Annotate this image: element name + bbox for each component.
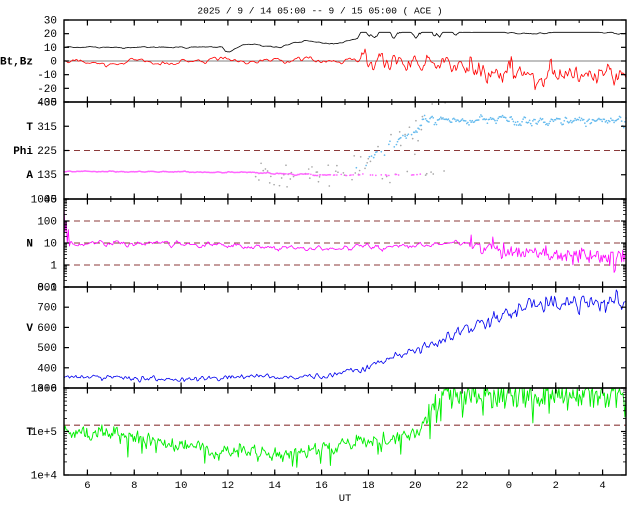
svg-text:18: 18 <box>362 480 375 492</box>
svg-text:1: 1 <box>50 261 57 273</box>
svg-text:500: 500 <box>37 343 57 355</box>
svg-text:UT: UT <box>339 493 352 505</box>
svg-text:A: A <box>26 170 33 182</box>
svg-text:135: 135 <box>37 170 57 182</box>
svg-text:1000: 1000 <box>31 195 57 207</box>
svg-text:10: 10 <box>175 480 188 492</box>
svg-text:T: T <box>26 122 33 134</box>
svg-text:-10: -10 <box>37 70 57 82</box>
svg-text:0: 0 <box>50 57 57 69</box>
svg-text:2025 / 9 / 14 05:00 -- 9 / 15: 2025 / 9 / 14 05:00 -- 9 / 15 05:00 ( AC… <box>197 6 442 17</box>
svg-text:405: 405 <box>37 98 57 110</box>
svg-text:1e+5: 1e+5 <box>31 427 57 439</box>
svg-text:T: T <box>26 427 33 439</box>
svg-text:14: 14 <box>268 480 281 492</box>
svg-text:1e+6: 1e+6 <box>31 384 57 396</box>
svg-text:16: 16 <box>315 480 328 492</box>
svg-text:225: 225 <box>37 146 57 158</box>
svg-text:100: 100 <box>37 217 57 229</box>
svg-text:400: 400 <box>37 363 57 375</box>
svg-text:6: 6 <box>84 480 90 492</box>
svg-text:V: V <box>26 323 33 335</box>
svg-text:-20: -20 <box>37 84 57 96</box>
svg-text:600: 600 <box>37 323 57 335</box>
svg-text:10: 10 <box>44 43 57 55</box>
svg-text:20: 20 <box>409 480 422 492</box>
svg-text:12: 12 <box>222 480 235 492</box>
svg-text:30: 30 <box>44 16 57 28</box>
svg-text:Bt,Bz: Bt,Bz <box>0 57 33 69</box>
svg-text:N: N <box>26 239 33 251</box>
svg-text:Phi: Phi <box>13 146 33 158</box>
svg-text:10: 10 <box>44 239 57 251</box>
svg-text:8: 8 <box>131 480 137 492</box>
svg-text:315: 315 <box>37 122 57 134</box>
svg-text:0: 0 <box>506 480 512 492</box>
svg-text:20: 20 <box>44 29 57 41</box>
svg-text:1e+4: 1e+4 <box>31 471 58 483</box>
svg-text:2: 2 <box>553 480 559 492</box>
svg-text:800: 800 <box>37 283 57 295</box>
svg-text:700: 700 <box>37 303 57 315</box>
svg-text:22: 22 <box>456 480 469 492</box>
svg-text:4: 4 <box>599 480 605 492</box>
